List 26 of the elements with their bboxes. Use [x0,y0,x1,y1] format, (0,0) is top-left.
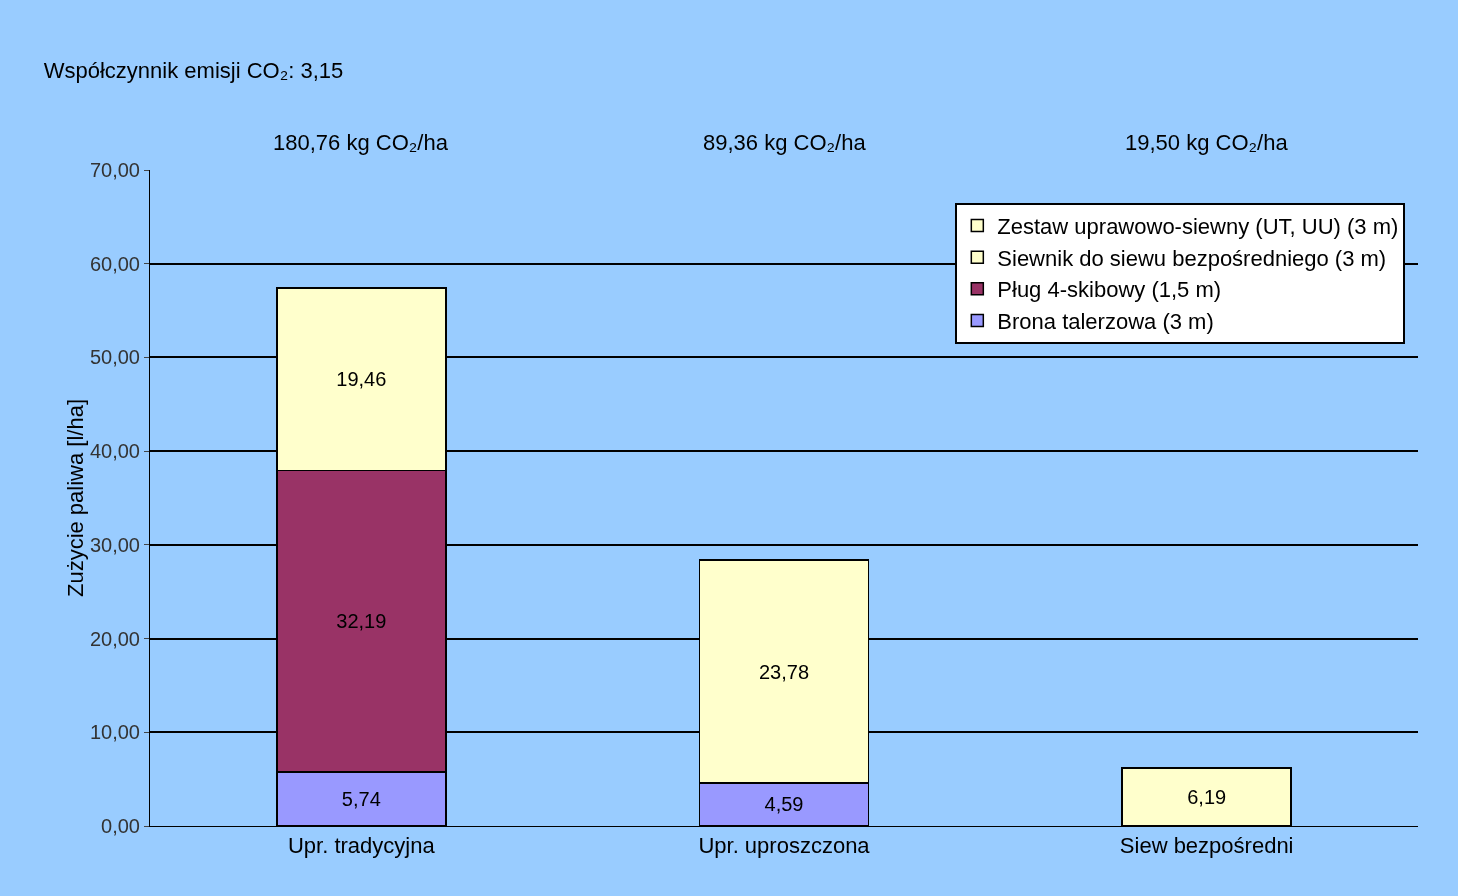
x-tick-label: Upr. uproszczona [698,833,871,859]
x-tick-label: Upr. tradycyjna [287,833,436,859]
y-tick-label: 50,00 [89,346,140,369]
legend-label: Pług 4-skibowy (1,5 m) [997,277,1222,303]
data-label: 19,46 [336,368,387,391]
legend-label: Siewnik do siewu bezpośredniego (3 m) [997,245,1387,271]
y-tick-label: 40,00 [89,440,140,463]
legend-label: Brona talerzowa (3 m) [997,308,1214,334]
y-axis-title: Zużycie paliwa [l/ha] [62,398,88,598]
y-tick-label: 0,00 [101,815,140,837]
y-tick-label: 60,00 [89,252,140,275]
legend-label: Zestaw uprawowo-siewny (UT, UU) (3 m) [997,214,1399,240]
y-tick-label: 10,00 [89,721,140,744]
y-tick-label: 70,00 [89,159,140,181]
x-tick-label: Siew bezpośredni [1119,833,1294,859]
data-label: 32,19 [336,610,387,633]
chart-title: Współczynnik emisji CO₂: 3,15 [43,58,344,84]
y-tick-label: 20,00 [89,627,140,650]
text: 89,36 kg CO₂/ha [703,130,867,155]
text: 180,76 kg CO₂/ha [273,130,449,155]
data-label: 5,74 [341,788,381,811]
data-label: 4,59 [764,793,804,816]
data-label: 23,78 [758,660,810,683]
data-label: 6,19 [1187,785,1227,808]
text: 19,50 kg CO₂/ha [1125,130,1289,155]
y-tick-label: 30,00 [89,533,140,556]
